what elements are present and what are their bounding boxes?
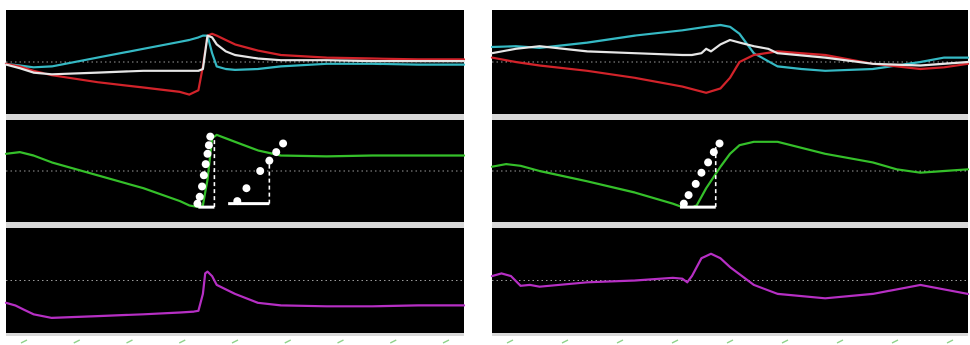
slope-marker-left-0-5 [203,149,212,158]
axis-tick-left-8 [442,339,450,344]
slope-marker-left-1-4 [272,148,281,157]
series-line-left-bottom-magenta [4,270,466,319]
axis-tick-left-4 [231,339,239,344]
axis-tick-left-5 [284,339,292,344]
axis-tick-right-8 [946,339,954,344]
slope-marker-right-0-6 [715,139,724,148]
slope-marker-left-0-3 [199,171,208,180]
slope-marker-left-1-1 [242,184,251,193]
series-line-left-middle-green [4,133,466,209]
slope-marker-left-1-3 [265,156,274,165]
axis-tick-right-0 [506,339,514,344]
series-line-right-bottom-magenta [490,252,970,300]
slope-marker-left-0-0 [193,199,202,208]
axis-tick-left-7 [389,339,397,344]
slope-marker-right-0-3 [697,168,706,177]
track-divider-left-1 [6,222,464,228]
panel-bottom-edge-left [6,333,464,336]
axis-tick-right-3 [671,339,679,344]
axis-tick-right-5 [781,339,789,344]
slope-marker-left-0-2 [198,182,207,191]
slope-marker-left-0-7 [206,132,215,141]
series-line-right-top-white [490,38,970,67]
axis-tick-right-2 [616,339,624,344]
slope-marker-right-0-5 [709,148,718,157]
axis-tick-left-3 [178,339,186,344]
axis-tick-right-1 [561,339,569,344]
track-divider-right-0 [492,114,968,120]
slope-marker-left-0-4 [201,160,210,169]
slope-marker-left-0-6 [204,141,213,150]
slope-marker-right-0-0 [679,199,688,208]
series-line-right-top-cyan [490,23,970,72]
panel-bottom-edge-right [492,333,968,336]
series-line-right-middle-green [490,140,970,209]
slope-marker-right-0-2 [691,179,700,188]
axis-tick-right-6 [836,339,844,344]
axis-tick-left-0 [20,339,28,344]
slope-marker-left-1-0 [233,197,242,206]
slope-marker-left-1-5 [279,139,288,148]
slope-marker-right-0-1 [684,191,693,200]
axis-tick-right-4 [726,339,734,344]
track-divider-right-1 [492,222,968,228]
axis-tick-left-1 [73,339,81,344]
axis-tick-left-6 [337,339,344,344]
slope-marker-left-1-2 [256,167,265,175]
axis-tick-right-7 [891,339,899,344]
slope-marker-left-0-1 [195,192,204,201]
slope-marker-right-0-4 [704,158,713,167]
axis-tick-left-2 [126,339,133,344]
track-divider-left-0 [6,114,464,120]
series-line-left-top-white [4,34,466,76]
